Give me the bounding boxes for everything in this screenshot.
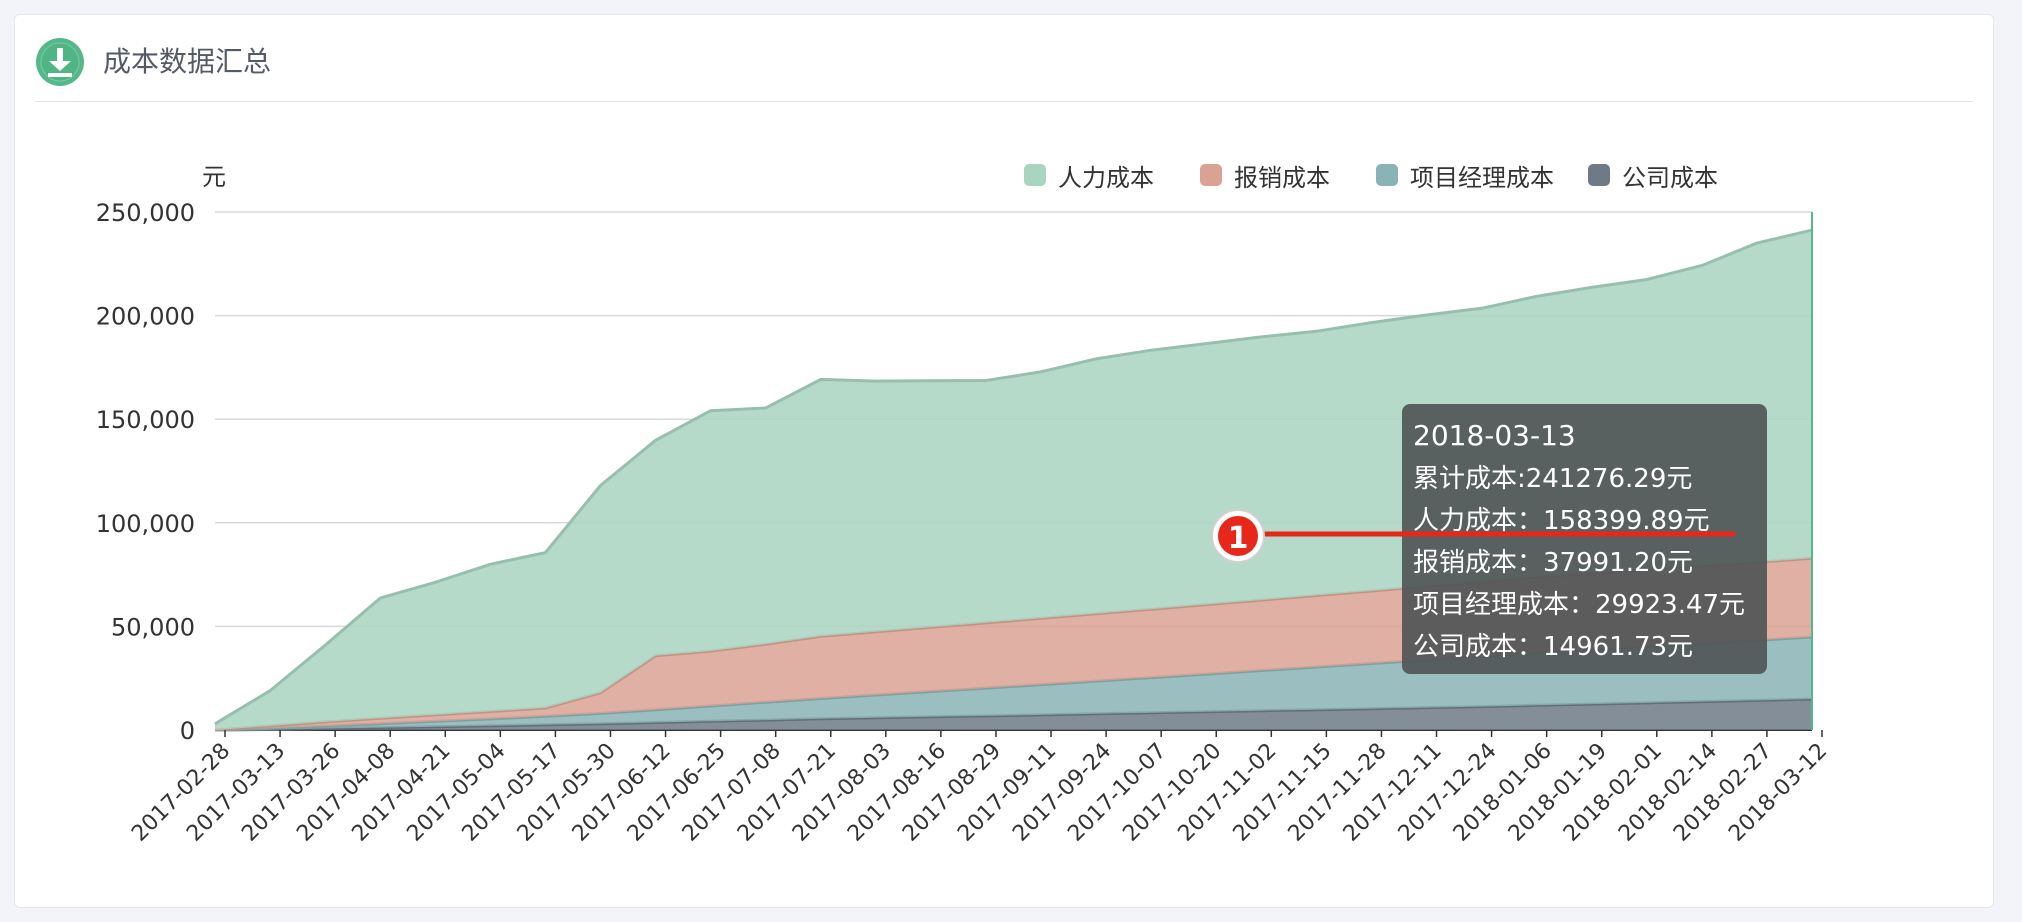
legend-swatch	[1200, 164, 1222, 186]
y-tick-label: 250,000	[96, 199, 195, 227]
y-tick-label: 50,000	[111, 613, 195, 641]
card-header: 成本数据汇总	[35, 25, 1973, 102]
card-title: 成本数据汇总	[103, 45, 272, 78]
tooltip-date: 2018-03-13	[1413, 419, 1576, 452]
legend-swatch	[1376, 164, 1398, 186]
legend-label: 公司成本	[1622, 164, 1718, 192]
y-tick-label: 150,000	[96, 406, 195, 434]
y-tick-label: 0	[180, 717, 195, 745]
area-公司成本	[215, 699, 1812, 730]
tooltip-box	[1402, 404, 1767, 674]
legend-swatch	[1588, 164, 1610, 186]
y-tick-label: 100,000	[96, 510, 195, 538]
legend-label: 项目经理成本	[1410, 164, 1554, 192]
tooltip-line: 累计成本:241276.29元	[1413, 464, 1692, 494]
download-icon[interactable]	[35, 37, 85, 87]
tooltip-line: 人力成本：158399.89元	[1413, 506, 1710, 536]
annotation-circle	[1218, 516, 1258, 556]
tooltip-line: 公司成本：14961.73元	[1413, 632, 1693, 662]
y-axis-unit: 元	[202, 163, 226, 191]
legend-label: 人力成本	[1058, 164, 1154, 192]
legend-label: 报销成本	[1234, 164, 1330, 192]
y-tick-label: 200,000	[96, 303, 195, 331]
area-项目经理成本	[215, 637, 1812, 730]
tooltip-line: 报销成本：37991.20元	[1413, 548, 1693, 578]
area-人力成本	[215, 230, 1812, 730]
series-line-人力成本	[214, 228, 1813, 726]
tooltip-line: 项目经理成本：29923.47元	[1413, 590, 1745, 620]
annotation-label: 1	[1228, 521, 1249, 556]
legend-swatch	[1024, 164, 1046, 186]
